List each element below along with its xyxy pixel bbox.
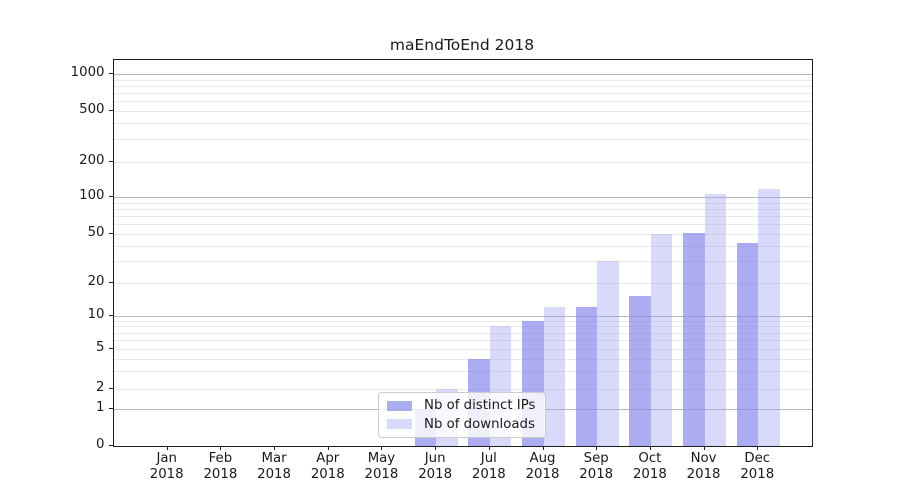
y-gridline bbox=[114, 74, 812, 75]
x-tick-label: Jun 2018 bbox=[418, 451, 453, 482]
bar-distinct-ips bbox=[629, 296, 651, 446]
x-tick-label: Mar 2018 bbox=[257, 451, 291, 482]
legend-label-downloads: Nb of downloads bbox=[424, 416, 535, 432]
y-gridline bbox=[114, 245, 812, 247]
y-tick-label: 5 bbox=[96, 340, 105, 355]
legend-item-downloads: Nb of downloads bbox=[387, 417, 545, 432]
y-gridline bbox=[114, 349, 812, 350]
y-gridline bbox=[114, 340, 812, 342]
y-tick-mark bbox=[108, 73, 113, 74]
y-gridline bbox=[114, 93, 812, 95]
plot-area bbox=[113, 59, 813, 447]
x-tick-mark bbox=[166, 446, 168, 450]
x-tick-mark bbox=[435, 446, 437, 450]
x-tick-label: Jul 2018 bbox=[471, 451, 506, 482]
y-gridline bbox=[114, 224, 812, 226]
bar-distinct-ips bbox=[575, 307, 598, 446]
y-tick-mark bbox=[108, 387, 113, 389]
y-gridline bbox=[114, 209, 812, 211]
x-tick-mark bbox=[703, 446, 705, 450]
y-tick-mark bbox=[108, 281, 113, 283]
x-tick-label: Sep 2018 bbox=[579, 451, 614, 482]
x-tick-mark bbox=[488, 446, 490, 450]
legend-swatch-distinct-ips bbox=[387, 400, 412, 411]
y-tick-mark bbox=[108, 348, 113, 349]
x-tick-mark bbox=[274, 446, 276, 450]
y-gridline bbox=[114, 162, 812, 163]
bar-downloads bbox=[543, 307, 566, 446]
y-tick-label: 10 bbox=[87, 306, 105, 322]
bar-downloads bbox=[597, 261, 619, 446]
y-gridline bbox=[114, 261, 812, 263]
y-tick-mark bbox=[108, 314, 113, 316]
y-gridline bbox=[114, 326, 812, 328]
y-tick-label: 1000 bbox=[70, 65, 105, 80]
y-tick-label: 0 bbox=[96, 437, 105, 452]
x-tick-label: Apr 2018 bbox=[310, 451, 345, 482]
x-tick-mark bbox=[649, 446, 651, 450]
x-tick-mark bbox=[596, 446, 598, 450]
y-tick-label: 200 bbox=[79, 153, 105, 168]
x-tick-label: Dec 2018 bbox=[740, 451, 775, 482]
x-tick-mark bbox=[381, 446, 383, 450]
y-tick-mark bbox=[108, 408, 113, 409]
y-gridline bbox=[114, 101, 812, 103]
y-gridline bbox=[114, 332, 812, 334]
legend-label-distinct-ips: Nb of distinct IPs bbox=[424, 398, 536, 414]
y-tick-label: 100 bbox=[79, 188, 105, 204]
x-tick-label: Feb 2018 bbox=[203, 451, 238, 482]
y-gridline bbox=[114, 315, 812, 317]
y-gridline bbox=[114, 202, 812, 204]
y-tick-label: 1 bbox=[96, 400, 105, 415]
bar-downloads bbox=[758, 189, 780, 446]
y-gridline bbox=[114, 139, 812, 141]
legend-item-distinct-ips: Nb of distinct IPs bbox=[387, 398, 545, 413]
y-gridline bbox=[114, 282, 812, 284]
y-gridline bbox=[114, 111, 812, 112]
x-tick-mark bbox=[327, 446, 329, 450]
legend: Nb of distinct IPs Nb of downloads bbox=[378, 392, 546, 438]
bar-distinct-ips bbox=[736, 243, 759, 446]
y-tick-mark bbox=[108, 161, 113, 162]
y-tick-mark bbox=[108, 233, 113, 234]
x-tick-label: Aug 2018 bbox=[525, 451, 560, 482]
chart-title: maEndToEnd 2018 bbox=[389, 36, 535, 54]
y-gridline bbox=[114, 123, 812, 125]
y-gridline bbox=[114, 371, 812, 373]
y-tick-label: 2 bbox=[96, 379, 105, 395]
legend-swatch-downloads bbox=[387, 419, 412, 430]
y-tick-mark bbox=[108, 445, 113, 446]
y-tick-label: 20 bbox=[87, 273, 105, 289]
bar-downloads bbox=[704, 193, 727, 446]
y-gridline bbox=[114, 197, 812, 199]
bar-downloads bbox=[650, 234, 673, 446]
y-tick-label: 50 bbox=[87, 225, 105, 240]
y-gridline bbox=[114, 388, 812, 390]
x-tick-mark bbox=[542, 446, 544, 450]
x-tick-label: Nov 2018 bbox=[686, 451, 721, 482]
y-tick-label: 500 bbox=[79, 102, 105, 117]
y-gridline bbox=[114, 320, 812, 322]
x-tick-mark bbox=[220, 446, 222, 450]
y-gridline bbox=[114, 234, 812, 235]
bar-distinct-ips bbox=[683, 232, 705, 446]
y-tick-mark bbox=[108, 110, 113, 111]
y-tick-mark bbox=[108, 196, 113, 198]
x-tick-label: Jan 2018 bbox=[149, 451, 184, 482]
y-gridline bbox=[114, 216, 812, 218]
y-gridline bbox=[114, 358, 812, 360]
y-gridline bbox=[114, 79, 812, 81]
y-gridline bbox=[114, 85, 812, 87]
x-tick-label: May 2018 bbox=[364, 451, 399, 482]
x-tick-mark bbox=[757, 446, 759, 450]
x-tick-label: Oct 2018 bbox=[632, 451, 667, 482]
